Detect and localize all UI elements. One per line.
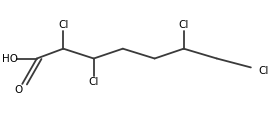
Text: O: O xyxy=(14,85,22,95)
Text: HO: HO xyxy=(2,53,18,64)
Text: Cl: Cl xyxy=(178,20,189,30)
Text: Cl: Cl xyxy=(58,20,69,30)
Text: Cl: Cl xyxy=(258,66,269,76)
Text: Cl: Cl xyxy=(89,77,99,87)
